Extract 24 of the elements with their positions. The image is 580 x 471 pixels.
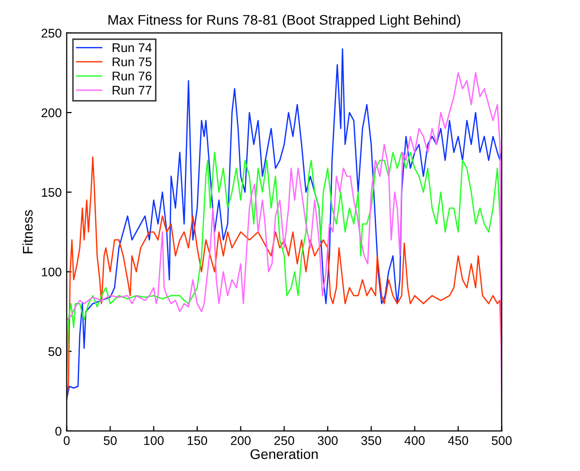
legend-label: Run 77 <box>112 86 152 95</box>
y-tick-label: 250 <box>42 28 62 38</box>
y-axis-title: Fitness <box>22 210 33 254</box>
x-tick-label: 0 <box>64 436 70 446</box>
x-tick-label: 500 <box>492 436 512 446</box>
legend-label: Run 75 <box>112 58 152 66</box>
x-tick-label: 50 <box>104 436 117 446</box>
y-tick-label: 0 <box>55 426 62 436</box>
y-tick-label: 200 <box>42 108 62 118</box>
legend-label: Run 74 <box>112 43 152 52</box>
x-tick-label: 100 <box>144 436 164 446</box>
y-tick-label: 150 <box>42 188 62 197</box>
x-tick-label: 350 <box>361 436 382 446</box>
legend-label: Run 76 <box>112 72 152 80</box>
x-tick-label: 400 <box>404 436 425 446</box>
y-tick-label: 100 <box>42 268 62 276</box>
y-tick-label: 50 <box>48 347 62 356</box>
x-axis-title: Generation <box>250 448 318 460</box>
x-tick-label: 450 <box>448 436 468 446</box>
x-tick-label: 300 <box>318 436 338 446</box>
x-tick-label: 250 <box>274 436 294 446</box>
x-tick-label: 150 <box>188 436 208 446</box>
chart-title: Max Fitness for Runs 78-81 (Boot Strapped Light Behind) <box>108 14 460 28</box>
x-tick-label: 200 <box>230 436 251 446</box>
